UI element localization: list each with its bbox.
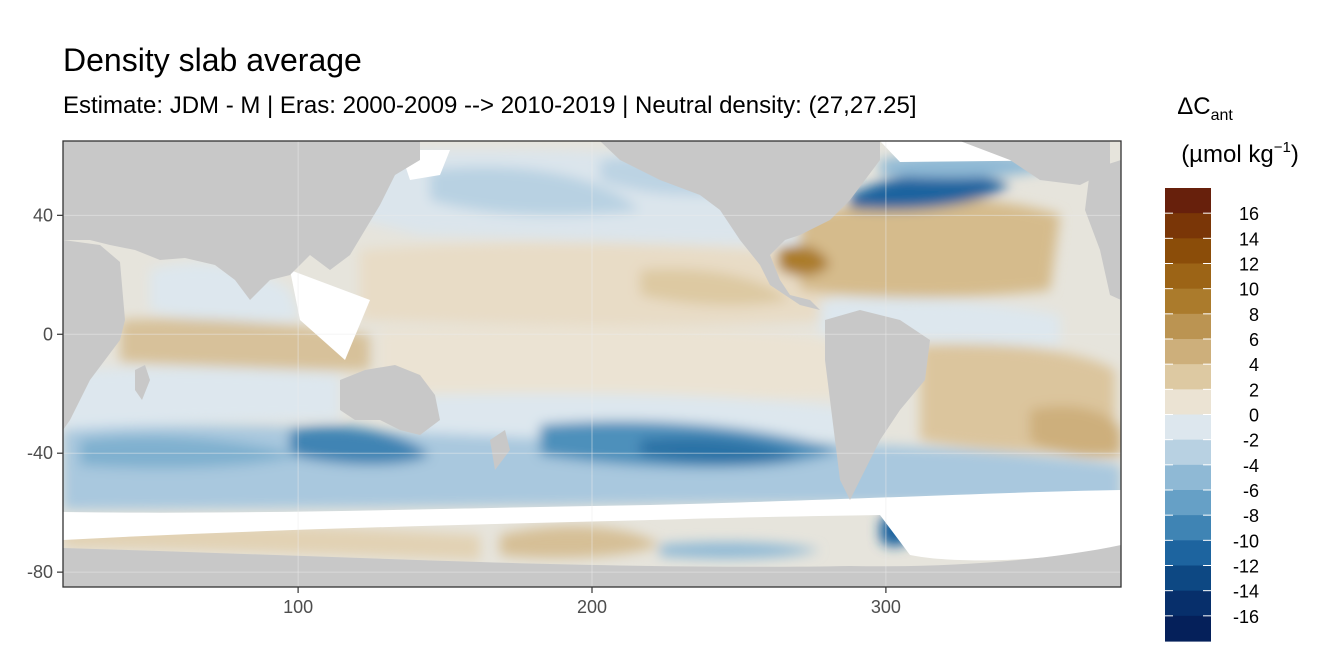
legend-label--8: -8 xyxy=(1243,506,1259,526)
legend-swatch-17 xyxy=(1165,615,1211,642)
legend-swatch-14 xyxy=(1165,540,1211,567)
chart-title: Density slab average xyxy=(63,42,362,78)
legend-title-units: (µmol kg−1) xyxy=(1181,139,1299,168)
no-data-indonesia xyxy=(290,270,370,360)
indian-south-light xyxy=(63,367,340,430)
land-europe-east xyxy=(1085,160,1121,300)
legend-label--12: -12 xyxy=(1233,557,1259,577)
land-greenland xyxy=(960,141,1110,185)
legend-swatch-5 xyxy=(1165,313,1211,340)
legend: ΔCant (µmol kg−1) 16 14 12 10 8 6 4 2 0 -2 -4 -6 -8 -… xyxy=(1165,93,1299,642)
legend-label--4: -4 xyxy=(1243,456,1259,476)
y-tick-label-0: 0 xyxy=(43,324,53,344)
panel-grid xyxy=(63,141,1121,587)
land-north-america xyxy=(600,141,880,310)
chart-subtitle: Estimate: JDM - M | Eras: 2000-2009 --> … xyxy=(63,92,917,119)
legend-swatch-2 xyxy=(1165,238,1211,265)
legend-swatch-3 xyxy=(1165,263,1211,290)
legend-swatch-15 xyxy=(1165,565,1211,592)
south-atlantic-patch xyxy=(1030,406,1121,457)
legend-label-0: 0 xyxy=(1249,406,1259,426)
north-atlantic-subpolar-blue xyxy=(850,172,1010,210)
indian-equatorial-beige xyxy=(120,318,370,370)
land-south-america xyxy=(825,310,930,500)
y-tick-label--40: -40 xyxy=(27,443,53,463)
legend-swatch-6 xyxy=(1165,339,1211,365)
legend-label-6: 6 xyxy=(1249,330,1259,350)
subtropical-beige-patch xyxy=(640,268,790,306)
legend-swatch-1 xyxy=(1165,213,1211,239)
legend-colorbar xyxy=(1165,188,1211,642)
legend-units-exponent: −1 xyxy=(1274,139,1291,156)
caribbean-brown xyxy=(778,245,830,276)
legend-label--14: -14 xyxy=(1233,582,1259,602)
south-australia-core xyxy=(290,426,430,465)
x-tick-label-300: 300 xyxy=(871,597,901,617)
equatorial-pacific xyxy=(380,327,840,401)
legend-units-prefix: (µmol kg xyxy=(1181,141,1274,168)
legend-swatch-9 xyxy=(1165,414,1211,441)
x-tick-label-200: 200 xyxy=(577,597,607,617)
legend-label-4: 4 xyxy=(1249,355,1259,375)
legend-title-delta: ΔC xyxy=(1177,93,1210,120)
legend-label-8: 8 xyxy=(1249,305,1259,325)
legend-swatch-16 xyxy=(1165,590,1211,617)
north-pacific-blue-patch xyxy=(430,166,640,216)
legend-swatch-7 xyxy=(1165,364,1211,390)
south-pacific-light xyxy=(420,393,860,443)
land-australia xyxy=(340,365,440,435)
legend-swatch-12 xyxy=(1165,490,1211,516)
legend-label-2: 2 xyxy=(1249,380,1259,400)
southern-margin-blue xyxy=(660,542,820,559)
ross-sea-beige xyxy=(500,526,660,558)
legend-swatch-10 xyxy=(1165,439,1211,466)
legend-label-10: 10 xyxy=(1239,280,1259,300)
legend-labels: 16 14 12 10 8 6 4 2 0 -2 -4 -6 -8 -10 -12 -14 -16 xyxy=(1165,204,1259,627)
land-africa xyxy=(63,240,125,430)
land-eurasia xyxy=(63,141,420,300)
legend-label--6: -6 xyxy=(1243,481,1259,501)
legend-label-16: 16 xyxy=(1239,204,1259,224)
legend-swatch-0 xyxy=(1165,188,1211,214)
y-tick-label--80: -80 xyxy=(27,562,53,582)
legend-swatch-8 xyxy=(1165,389,1211,416)
x-tick-label-100: 100 xyxy=(283,597,313,617)
land-madagascar xyxy=(135,365,150,400)
legend-label-12: 12 xyxy=(1239,255,1259,275)
legend-swatch-11 xyxy=(1165,464,1211,491)
south-pacific-core-deep xyxy=(640,436,800,464)
legend-label-14: 14 xyxy=(1239,229,1259,249)
legend-label--2: -2 xyxy=(1243,431,1259,451)
legend-title-subscript: ant xyxy=(1211,107,1234,124)
legend-label--10: -10 xyxy=(1233,531,1259,551)
legend-swatch-13 xyxy=(1165,515,1211,541)
y-tick-label-40: 40 xyxy=(33,205,53,225)
land-new-zealand xyxy=(490,430,510,470)
north-atlantic-beige xyxy=(800,198,1060,298)
south-indian-blue xyxy=(80,435,300,468)
legend-label--16: -16 xyxy=(1233,607,1259,627)
legend-swatch-4 xyxy=(1165,288,1211,315)
legend-units-suffix: ) xyxy=(1291,141,1299,168)
legend-title-symbol: ΔCant xyxy=(1177,93,1233,124)
no-data-antarctic-right xyxy=(880,507,1121,561)
